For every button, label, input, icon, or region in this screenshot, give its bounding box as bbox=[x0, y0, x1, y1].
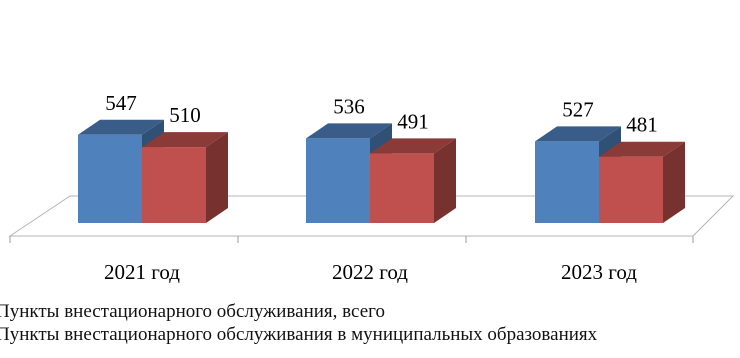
chart-data-labels: 547 510 536 491 527 481 bbox=[105, 91, 658, 137]
bar-municipal-3 bbox=[599, 141, 685, 223]
x-tick-label-2: 2022 год bbox=[332, 260, 408, 284]
bar-total-1 bbox=[78, 119, 164, 223]
data-label-total-1: 547 bbox=[105, 91, 137, 115]
x-tick-label-3: 2023 год bbox=[561, 260, 637, 284]
data-label-total-3: 527 bbox=[562, 97, 594, 121]
x-axis-labels: 2021 год 2022 год 2023 год bbox=[104, 260, 637, 284]
bar-municipal-1 bbox=[142, 132, 228, 223]
data-label-municipal-1: 510 bbox=[169, 103, 201, 127]
legend-label-total: Пункты внестационарного обслуживания, вс… bbox=[0, 301, 385, 322]
data-label-total-2: 536 bbox=[333, 94, 365, 118]
chart-bars bbox=[78, 119, 685, 223]
data-label-municipal-3: 481 bbox=[626, 113, 658, 137]
legend-item-total: Пункты внестационарного обслуживания, вс… bbox=[0, 300, 740, 323]
bar-municipal-2 bbox=[370, 138, 456, 223]
chart-legend: Пункты внестационарного обслуживания, вс… bbox=[0, 300, 740, 346]
legend-label-municipal: Пункты внестационарного обслуживания в м… bbox=[0, 324, 598, 345]
legend-item-municipal: Пункты внестационарного обслуживания в м… bbox=[0, 323, 740, 346]
data-label-municipal-2: 491 bbox=[397, 109, 429, 133]
x-tick-label-1: 2021 год bbox=[104, 260, 180, 284]
